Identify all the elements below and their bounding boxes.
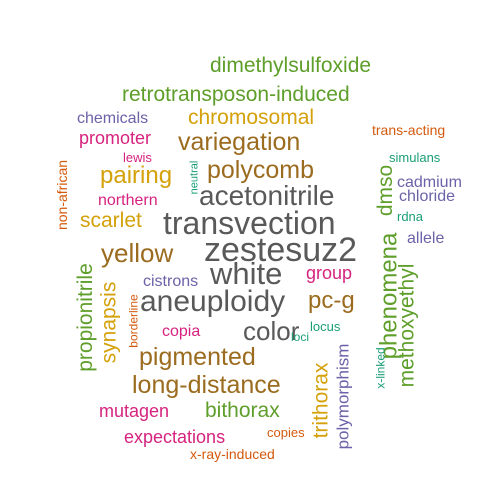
- word-non-african: non-african: [54, 159, 71, 231]
- word-pigmented: pigmented: [139, 343, 256, 371]
- word-x-linked: x-linked: [373, 347, 388, 389]
- word-synapsis: synapsis: [97, 281, 121, 364]
- word-long-distance: long-distance: [132, 371, 281, 399]
- word-promoter: promoter: [79, 128, 152, 148]
- word-chromosomal: chromosomal: [188, 106, 315, 129]
- word-neutral: neutral: [188, 160, 201, 195]
- word-copies: copies: [267, 425, 305, 440]
- word-polymorphism: polymorphism: [333, 343, 353, 450]
- word-color: color: [243, 316, 300, 346]
- word-yellow: yellow: [101, 238, 174, 268]
- word-group: group: [306, 263, 353, 283]
- word-acetonitrile: acetonitrile: [199, 180, 335, 211]
- word-northern: northern: [98, 192, 158, 209]
- word-dmso: dmso: [374, 164, 398, 217]
- word-propionitrile: propionitrile: [73, 263, 97, 372]
- word-simulans: simulans: [389, 150, 441, 165]
- word-bithorax: bithorax: [205, 399, 280, 422]
- word-copia: copia: [162, 323, 201, 340]
- word-scarlet: scarlet: [80, 209, 142, 232]
- word-chloride: chloride: [399, 188, 456, 205]
- word-cadmium: cadmium: [397, 174, 462, 191]
- word-loci: loci: [291, 330, 310, 344]
- word-borderline: borderline: [126, 294, 141, 348]
- word-white: white: [210, 256, 283, 291]
- word-mutagen: mutagen: [99, 401, 170, 421]
- word-methoxyethyl: methoxyethyl: [395, 263, 419, 388]
- word-variegation: variegation: [178, 128, 301, 156]
- word-cistrons: cistrons: [143, 273, 199, 290]
- word-locus: locus: [310, 319, 341, 334]
- word-pairing: pairing: [100, 162, 173, 189]
- word-trithorax: trithorax: [309, 362, 333, 439]
- word-chemicals: chemicals: [77, 110, 149, 127]
- word-pc-g: pc-g: [308, 287, 355, 314]
- word-lewis: lewis: [123, 150, 152, 165]
- word-dimethylsulfoxide: dimethylsulfoxide: [210, 54, 372, 77]
- word-polycomb: polycomb: [207, 156, 314, 184]
- word-expectations: expectations: [124, 427, 226, 447]
- word-rdna: rdna: [397, 209, 424, 224]
- word-trans-acting: trans-acting: [372, 122, 446, 138]
- word-allele: allele: [407, 230, 445, 247]
- word-x-ray-induced: x-ray-induced: [190, 446, 275, 462]
- word-retrotransposon-induced: retrotransposon-induced: [122, 83, 350, 106]
- word-aneuploidy: aneuploidy: [140, 285, 286, 318]
- word-transvection: transvection: [163, 205, 336, 241]
- word-zestesuz2: zestesuz2: [204, 231, 358, 269]
